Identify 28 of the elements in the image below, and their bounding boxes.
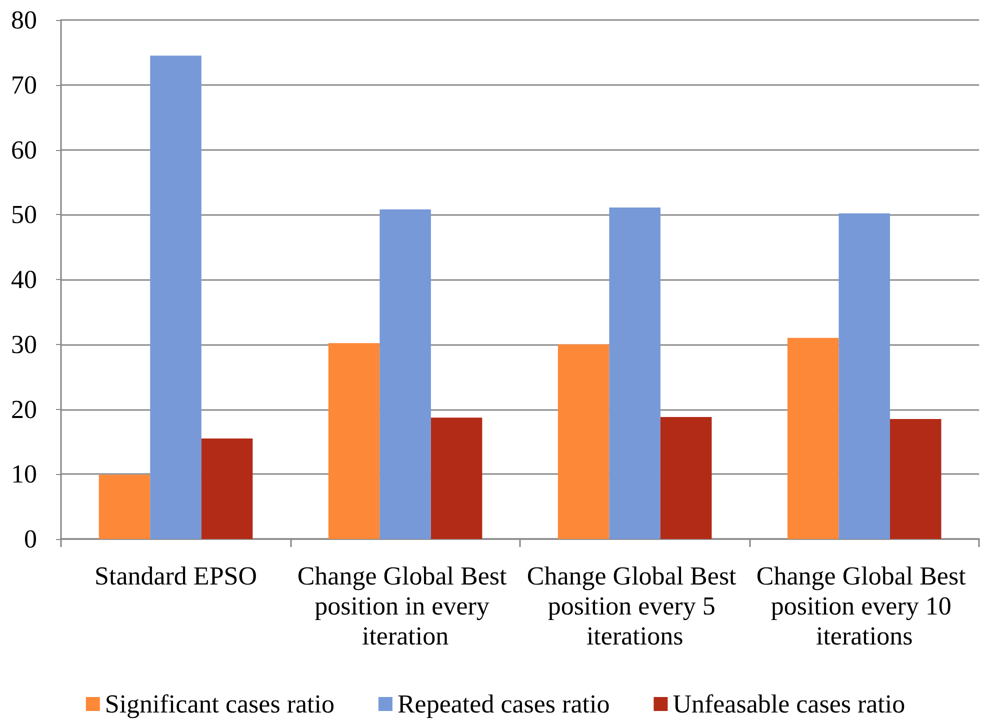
legend-label: Unfeasable cases ratio (672, 690, 906, 718)
bar (558, 344, 610, 539)
legend-label: Significant cases ratio (104, 690, 334, 718)
bar (609, 207, 660, 539)
y-tick-label: 60 (11, 135, 37, 164)
y-tick-label: 80 (11, 6, 37, 34)
y-tick-label: 70 (11, 70, 37, 100)
bar (98, 474, 150, 539)
x-tick-label: Change Global Best position every 10 iterations (756, 562, 972, 650)
y-tick-label: 40 (11, 265, 37, 294)
bar (201, 438, 253, 539)
bar (430, 418, 482, 539)
y-tick-label: 20 (11, 394, 37, 424)
bar (660, 417, 712, 539)
bar (380, 209, 431, 539)
y-tick-label: 10 (11, 460, 37, 489)
x-tick-label: Change Global Best position in every iteration (297, 562, 514, 650)
y-tick-label: 0 (24, 524, 37, 554)
bar (890, 418, 942, 539)
y-tick-label: 50 (11, 200, 37, 230)
x-tick-label: Standard EPSO (94, 562, 258, 590)
bar (150, 56, 202, 539)
y-tick-label: 30 (11, 330, 37, 359)
bar (328, 343, 380, 539)
legend-label: Repeated cases ratio (397, 690, 610, 718)
x-tick-label: Change Global Best position every 5 iterations (526, 562, 743, 650)
bar (838, 213, 890, 539)
bar (787, 338, 839, 539)
